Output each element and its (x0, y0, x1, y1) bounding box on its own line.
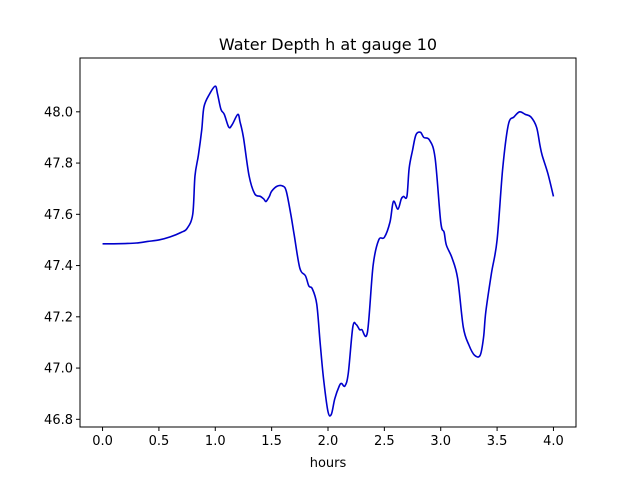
x-tick-label: 0.0 (92, 434, 113, 449)
chart-title: Water Depth h at gauge 10 (219, 35, 437, 54)
y-tick-label: 47.8 (44, 157, 73, 172)
x-tick-label: 1.5 (261, 434, 282, 449)
x-tick-label: 2.0 (318, 434, 339, 449)
x-tick-label: 2.5 (374, 434, 395, 449)
x-tick-label: 3.5 (487, 434, 508, 449)
y-tick-label: 46.8 (44, 413, 73, 428)
y-tick-label: 48.0 (44, 105, 73, 120)
x-tick-label: 4.0 (543, 434, 564, 449)
x-tick-label: 3.0 (430, 434, 451, 449)
y-axis: 46.8 47.0 47.2 47.4 47.6 47.8 48.0 (44, 105, 80, 428)
x-tick-label: 1.0 (205, 434, 226, 449)
y-tick-label: 47.0 (44, 362, 73, 377)
y-tick-label: 47.4 (44, 259, 73, 274)
x-axis: 0.0 0.5 1.0 1.5 2.0 2.5 3.0 3.5 4.0 (92, 427, 564, 449)
plot-area (102, 85, 555, 417)
y-tick-label: 47.6 (44, 208, 73, 223)
y-tick-label: 47.2 (44, 310, 73, 325)
x-tick-label: 0.5 (149, 434, 170, 449)
x-axis-label: hours (310, 456, 347, 471)
series-line-water-depth (102, 85, 555, 417)
